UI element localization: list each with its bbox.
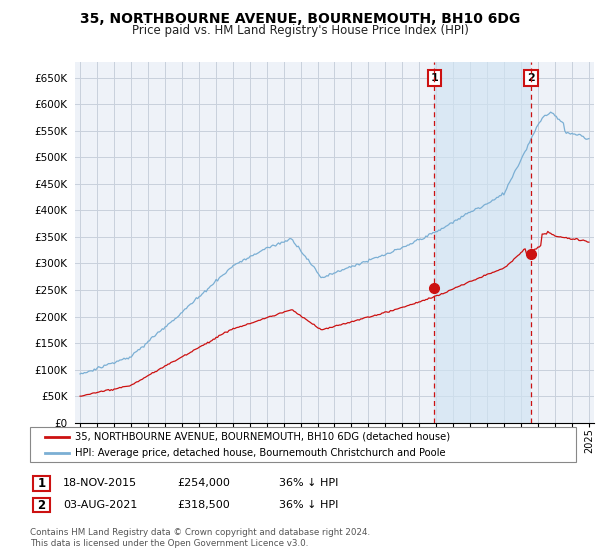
- Text: HPI: Average price, detached house, Bournemouth Christchurch and Poole: HPI: Average price, detached house, Bour…: [75, 447, 446, 458]
- Text: 36% ↓ HPI: 36% ↓ HPI: [279, 500, 338, 510]
- Text: 35, NORTHBOURNE AVENUE, BOURNEMOUTH, BH10 6DG: 35, NORTHBOURNE AVENUE, BOURNEMOUTH, BH1…: [80, 12, 520, 26]
- Text: £318,500: £318,500: [177, 500, 230, 510]
- Text: 2: 2: [527, 73, 535, 83]
- Text: £254,000: £254,000: [177, 478, 230, 488]
- Text: Price paid vs. HM Land Registry's House Price Index (HPI): Price paid vs. HM Land Registry's House …: [131, 24, 469, 36]
- Bar: [434, 62, 531, 423]
- Text: 1: 1: [430, 73, 438, 83]
- Text: 18-NOV-2015: 18-NOV-2015: [63, 478, 137, 488]
- Text: 03-AUG-2021: 03-AUG-2021: [63, 500, 137, 510]
- Text: 2: 2: [37, 498, 46, 512]
- Text: Contains HM Land Registry data © Crown copyright and database right 2024.
This d: Contains HM Land Registry data © Crown c…: [30, 528, 370, 548]
- Text: 1: 1: [37, 477, 46, 490]
- Text: 35, NORTHBOURNE AVENUE, BOURNEMOUTH, BH10 6DG (detached house): 35, NORTHBOURNE AVENUE, BOURNEMOUTH, BH1…: [75, 432, 450, 442]
- Text: 36% ↓ HPI: 36% ↓ HPI: [279, 478, 338, 488]
